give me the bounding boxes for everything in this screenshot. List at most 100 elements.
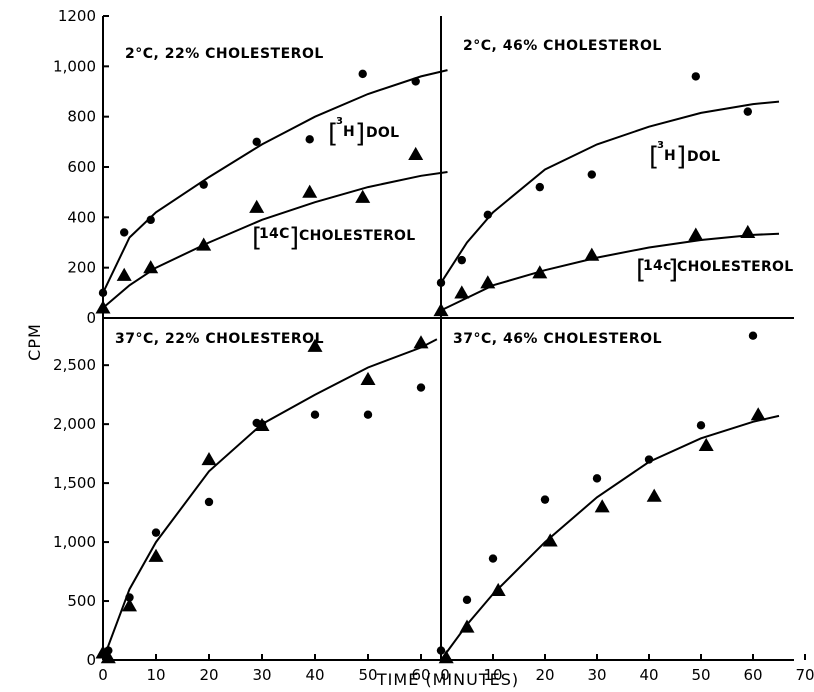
x-tick-label: 30 [587,666,606,684]
data-point-triangle [594,499,610,513]
data-point-triangle [532,265,548,279]
data-point-circle [587,170,596,179]
data-point-circle [252,137,261,147]
y-tick-label: 0 [86,651,96,669]
svg-text:CHOLESTEROL: CHOLESTEROL [677,259,793,275]
data-point-triangle [196,237,212,251]
x-tick-label: 60 [743,666,762,684]
y-tick-label: 800 [67,108,96,126]
data-point-triangle [584,247,600,261]
data-point-circle [310,410,320,419]
data-point-triangle [480,275,496,289]
data-point-triangle [302,184,318,198]
data-point-triangle [148,548,164,562]
y-tick-label: 600 [67,158,96,176]
curve-label-top-left-cholesterol: [ 14C ] CHOLESTEROL [252,223,415,253]
svg-text:3: 3 [336,116,343,127]
fit-curve-top-left-1 [102,171,448,309]
data-point-circle [125,593,134,602]
svg-text:H: H [664,148,676,164]
data-point-triangle [360,371,376,385]
data-point-circle [488,554,498,563]
data-point-triangle [459,619,475,633]
x-tick-label: 10 [146,666,165,684]
curve-label-top-right-cholesterol: [ 14c ] CHOLESTEROL [636,255,793,285]
x-tick-label: 40 [305,666,324,684]
svg-text:DOL: DOL [687,149,720,165]
svg-text:3: 3 [657,140,664,151]
data-point-triangle [254,417,270,431]
data-point-triangle [490,582,506,597]
data-point-triangle [688,227,704,241]
data-point-triangle [438,650,454,664]
data-point-triangle [433,302,449,317]
data-point-circle [146,215,155,225]
data-point-triangle [307,338,323,352]
data-point-triangle [750,407,766,421]
x-tick-label: 70 [795,666,814,684]
svg-text:[: [ [252,223,262,253]
x-tick-label: 20 [535,666,554,684]
data-point-triangle [698,437,714,451]
data-point-circle [416,383,426,392]
svg-text:DOL: DOL [366,125,399,141]
fit-curve-bottom-right-0 [440,414,780,661]
data-point-circle [151,528,161,537]
data-point-circle [199,180,208,189]
svg-text:14C: 14C [259,226,290,242]
data-point-circle [436,278,446,287]
data-point-circle [358,69,367,79]
chart-marks: 02004006008001,000120005001,0001,5002,00… [53,7,814,684]
svg-text:CHOLESTEROL: CHOLESTEROL [299,228,415,244]
svg-text:]: ] [668,255,678,285]
data-point-circle [120,228,129,237]
curve-label-top-right-dol: [ 3 H ] DOL [649,140,720,172]
data-point-triangle [95,300,111,314]
svg-text:[: [ [636,255,646,285]
y-tick-label: 1200 [58,7,96,25]
y-tick-label: 0 [86,309,96,327]
data-point-triangle [201,452,217,466]
data-point-circle [644,455,654,464]
y-tick-label: 2,500 [53,356,96,374]
svg-text:]: ] [676,142,686,172]
y-tick-label: 200 [67,259,96,277]
y-tick-label: 400 [67,208,96,226]
fit-curve-top-left-0 [102,69,448,294]
data-point-circle [411,77,420,86]
data-point-circle [483,210,492,220]
x-tick-label: 10 [483,666,502,684]
data-point-circle [363,410,373,419]
y-axis-title: CPM [25,323,44,361]
x-tick-label: 0 [98,666,108,684]
data-point-triangle [249,199,265,213]
y-tick-label: 2,000 [53,415,96,433]
fit-curve-bottom-left-0 [102,338,438,661]
panel-title-top-left: 2°C, 22% CHOLESTEROL [125,46,324,62]
svg-text:[: [ [649,142,659,172]
data-point-triangle [413,335,429,349]
panel-title-bottom-left: 37°C, 22% CHOLESTEROL [115,331,324,347]
data-point-triangle [454,285,470,299]
panel-title-top-right: 2°C, 46% CHOLESTEROL [463,38,662,54]
panel-title-bottom-right: 37°C, 46% CHOLESTEROL [453,331,662,347]
y-tick-label: 500 [67,592,96,610]
svg-text:]: ] [355,119,365,149]
x-tick-label: 30 [252,666,271,684]
x-tick-label: 60 [411,666,430,684]
data-point-circle [98,288,108,298]
data-point-triangle [542,533,558,547]
y-tick-label: 1,500 [53,474,96,492]
data-point-circle [457,255,466,265]
curve-label-top-left-dol: [ 3 H ] DOL [328,116,399,149]
x-tick-label: 0 [440,666,450,684]
data-point-triangle [740,224,756,239]
data-point-circle [436,646,446,655]
fit-curve-top-right-0 [440,100,780,284]
x-axis-title: TIME (MINUTES) [376,670,519,689]
data-point-circle [305,135,314,144]
data-point-circle [592,474,602,483]
data-point-circle [748,331,758,340]
data-point-triangle [646,488,662,502]
